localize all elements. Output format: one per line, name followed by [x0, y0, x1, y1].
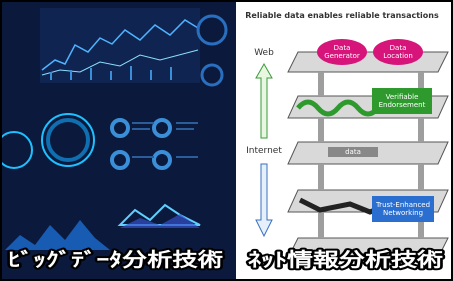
diagram-title: Reliable data enables reliable transacti… — [245, 11, 439, 20]
layer-label: Web — [254, 48, 274, 58]
node-label: Data — [390, 44, 407, 52]
screenshot: Reliable data enables reliable transacti… — [0, 0, 453, 281]
node-label: Data — [334, 44, 351, 52]
caption: ﾋﾞｯｸﾞﾃﾞｰﾀ分析技術 — [8, 248, 223, 271]
node-label: Trust-Enhanced — [375, 201, 430, 209]
caption: ﾈｯﾄ情報分析技術 — [248, 248, 443, 271]
dashboard-image — [0, 2, 236, 279]
node-label: data — [345, 148, 361, 156]
node-label: Generator — [324, 52, 360, 60]
node-label: Location — [383, 52, 413, 60]
diagram: Reliable data enables reliable transacti… — [240, 2, 451, 279]
layer-label: Internet — [246, 146, 282, 156]
node-label: Verifiable — [386, 93, 419, 101]
node-label: Networking — [383, 209, 423, 217]
node-label: Endorsement — [379, 101, 426, 109]
